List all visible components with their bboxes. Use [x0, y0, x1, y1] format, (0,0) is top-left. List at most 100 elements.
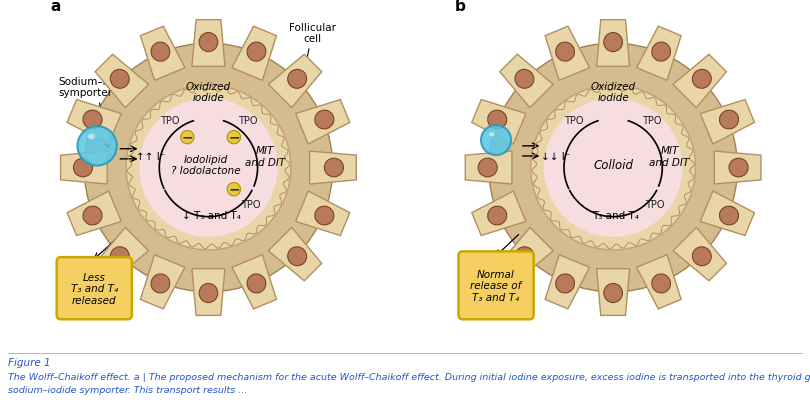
Polygon shape — [268, 55, 322, 108]
Ellipse shape — [83, 111, 102, 130]
Polygon shape — [95, 228, 148, 281]
Ellipse shape — [488, 133, 495, 137]
Ellipse shape — [151, 43, 170, 62]
Text: Figure 1: Figure 1 — [8, 357, 51, 367]
Ellipse shape — [288, 70, 307, 89]
Polygon shape — [61, 152, 107, 185]
Ellipse shape — [488, 206, 507, 225]
Polygon shape — [471, 192, 526, 236]
Polygon shape — [545, 27, 590, 81]
Ellipse shape — [515, 247, 534, 266]
Ellipse shape — [556, 43, 574, 62]
Text: sodium–iodide symporter. This transport results ...: sodium–iodide symporter. This transport … — [8, 385, 247, 394]
Polygon shape — [127, 87, 290, 249]
Polygon shape — [296, 100, 350, 145]
Text: MIT
and DIT: MIT and DIT — [245, 146, 285, 167]
Circle shape — [228, 183, 241, 197]
FancyBboxPatch shape — [57, 258, 132, 320]
Circle shape — [539, 95, 687, 242]
Polygon shape — [192, 269, 225, 316]
Circle shape — [134, 95, 282, 242]
Text: TPO: TPO — [237, 116, 258, 126]
Ellipse shape — [719, 111, 739, 130]
Ellipse shape — [74, 159, 92, 178]
Text: T₃ and T₄: T₃ and T₄ — [592, 211, 640, 221]
Polygon shape — [465, 152, 512, 185]
Ellipse shape — [515, 70, 534, 89]
Text: Colloid: Colloid — [593, 159, 633, 172]
Polygon shape — [140, 255, 185, 309]
Circle shape — [544, 99, 683, 237]
Text: −: − — [181, 130, 193, 144]
Ellipse shape — [87, 134, 95, 140]
Text: Less
T₃ and T₄
released: Less T₃ and T₄ released — [70, 272, 117, 305]
Text: Oxidized
iodide: Oxidized iodide — [185, 82, 231, 103]
Polygon shape — [232, 27, 276, 81]
Polygon shape — [597, 21, 629, 67]
Ellipse shape — [719, 206, 739, 225]
Text: TPO: TPO — [646, 199, 665, 209]
Circle shape — [78, 127, 117, 166]
Text: MIT
and DIT: MIT and DIT — [650, 146, 689, 167]
Ellipse shape — [693, 70, 711, 89]
Ellipse shape — [478, 159, 497, 178]
Text: TPO: TPO — [565, 116, 584, 126]
Text: TPO: TPO — [241, 199, 260, 209]
Ellipse shape — [83, 206, 102, 225]
Text: Sodium–iodide
symporter: Sodium–iodide symporter — [58, 76, 134, 148]
Text: b: b — [454, 0, 466, 14]
Polygon shape — [309, 152, 356, 185]
Polygon shape — [500, 228, 553, 281]
Ellipse shape — [556, 274, 574, 293]
Circle shape — [181, 131, 194, 145]
Text: TPO: TPO — [160, 116, 179, 126]
Circle shape — [488, 44, 737, 292]
Polygon shape — [701, 100, 754, 145]
Ellipse shape — [652, 274, 671, 293]
Ellipse shape — [324, 159, 343, 178]
Text: ↓↓ I⁻: ↓↓ I⁻ — [541, 152, 570, 161]
Polygon shape — [140, 27, 185, 81]
Ellipse shape — [652, 43, 671, 62]
Ellipse shape — [315, 206, 334, 225]
Circle shape — [481, 126, 511, 156]
Circle shape — [126, 86, 291, 250]
Text: −: − — [228, 130, 240, 144]
Polygon shape — [192, 21, 225, 67]
Ellipse shape — [247, 43, 266, 62]
Text: Normal
release of
T₃ and T₄: Normal release of T₃ and T₄ — [471, 269, 522, 302]
Ellipse shape — [693, 247, 711, 266]
Ellipse shape — [603, 33, 622, 52]
Polygon shape — [532, 87, 694, 249]
Text: ↑↑ I⁻: ↑↑ I⁻ — [136, 152, 165, 161]
Ellipse shape — [488, 111, 507, 130]
Text: ↓ T₃ and T₄: ↓ T₃ and T₄ — [181, 211, 241, 221]
Ellipse shape — [603, 284, 622, 303]
Text: TPO: TPO — [642, 116, 662, 126]
Polygon shape — [701, 192, 754, 236]
Circle shape — [84, 44, 333, 292]
Polygon shape — [714, 152, 761, 185]
Polygon shape — [637, 255, 681, 309]
Polygon shape — [673, 228, 727, 281]
Polygon shape — [268, 228, 322, 281]
Ellipse shape — [315, 111, 334, 130]
Polygon shape — [597, 269, 629, 316]
Circle shape — [228, 131, 241, 145]
Polygon shape — [95, 55, 148, 108]
Polygon shape — [67, 192, 122, 236]
Ellipse shape — [151, 274, 170, 293]
Text: Iodolipid
? Iodolactone: Iodolipid ? Iodolactone — [171, 154, 241, 176]
Polygon shape — [67, 100, 122, 145]
Polygon shape — [545, 255, 590, 309]
Polygon shape — [500, 55, 553, 108]
Polygon shape — [637, 27, 681, 81]
Circle shape — [531, 86, 696, 250]
Polygon shape — [673, 55, 727, 108]
Ellipse shape — [288, 247, 307, 266]
Circle shape — [139, 99, 278, 237]
Ellipse shape — [199, 284, 218, 303]
Polygon shape — [232, 255, 276, 309]
Polygon shape — [471, 100, 526, 145]
Ellipse shape — [247, 274, 266, 293]
